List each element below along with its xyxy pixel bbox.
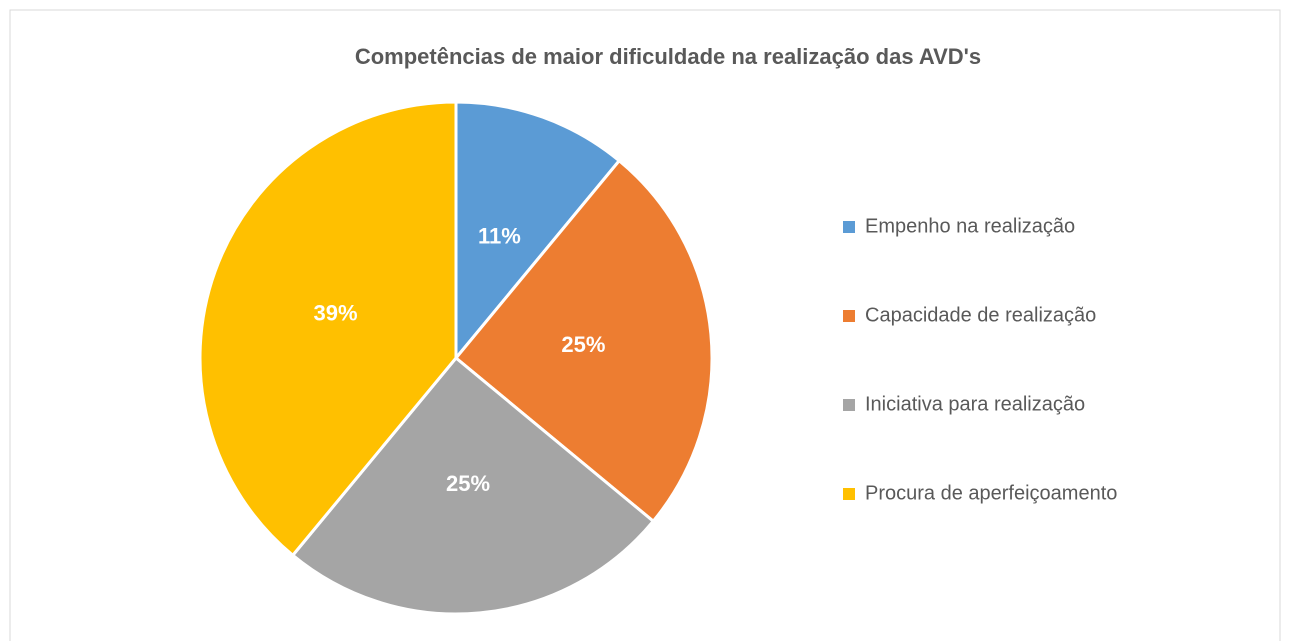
legend-label: Procura de aperfeiçoamento xyxy=(865,482,1117,504)
legend-label: Iniciativa para realização xyxy=(865,393,1085,415)
data-label: 25% xyxy=(561,332,605,357)
legend-swatch xyxy=(843,310,855,322)
legend-swatch xyxy=(843,221,855,233)
pie-slice xyxy=(290,355,656,616)
pie-slice xyxy=(198,100,458,558)
legend-swatch xyxy=(843,399,855,411)
legend-swatch xyxy=(843,488,855,500)
chart-title: Competências de maior dificuldade na rea… xyxy=(355,44,981,69)
pie-slice xyxy=(454,100,622,363)
data-label: 25% xyxy=(446,471,490,496)
data-label: 11% xyxy=(478,223,521,248)
legend-label: Capacidade de realização xyxy=(865,304,1096,326)
data-label: 39% xyxy=(314,300,358,325)
pie-slice xyxy=(453,158,714,524)
legend-label: Empenho na realização xyxy=(865,215,1075,237)
